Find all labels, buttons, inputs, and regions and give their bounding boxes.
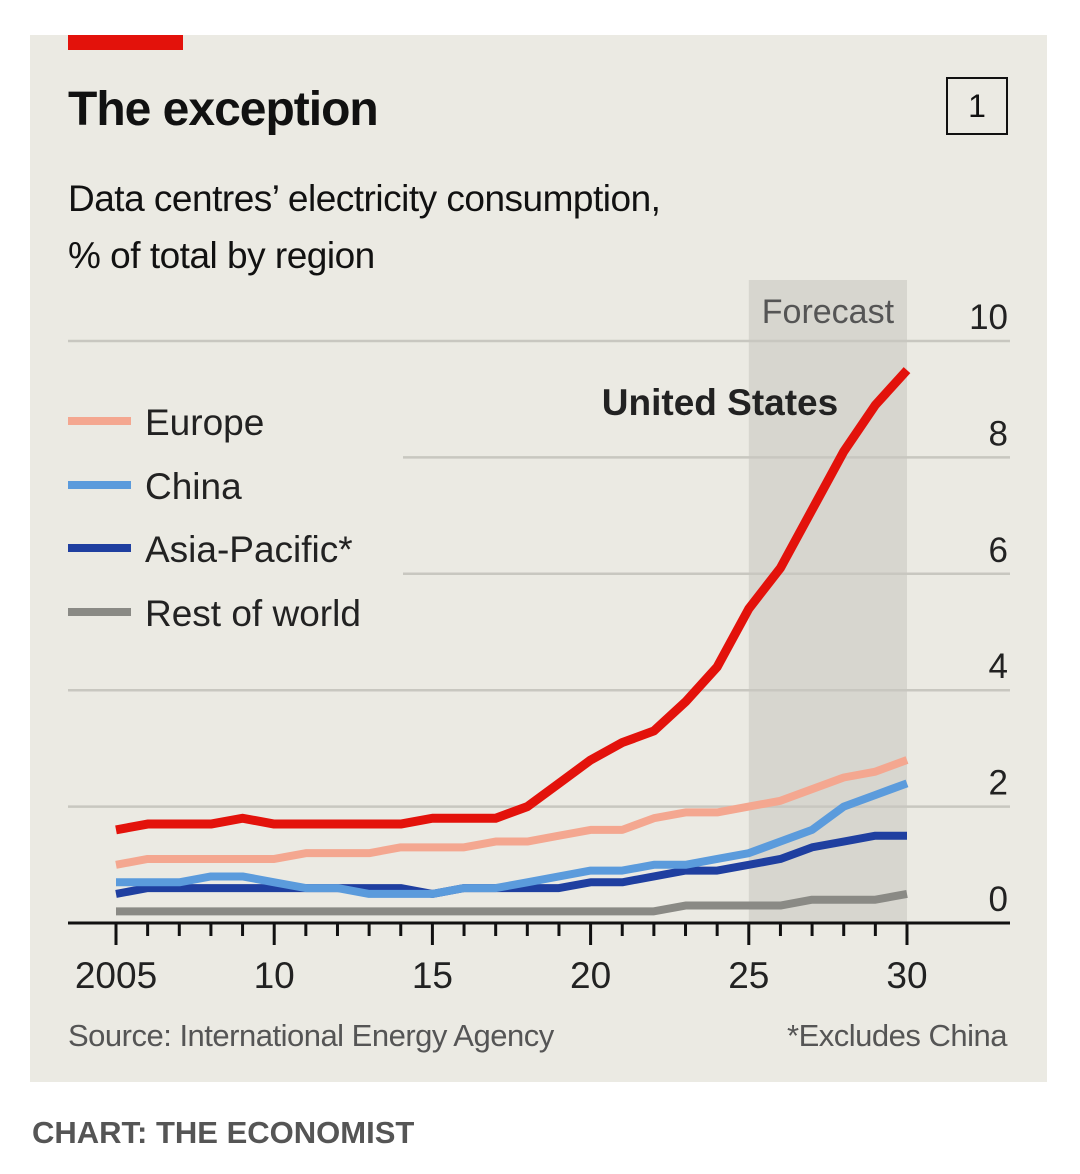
y-tick-label: 6 xyxy=(989,531,1008,570)
chart-title: The exception xyxy=(68,83,379,136)
y-tick-label: 10 xyxy=(969,298,1008,337)
y-tick-label: 8 xyxy=(989,414,1008,453)
source-note: Source: International Energy Agency xyxy=(68,1018,554,1053)
subtitle-line-1: Data centres’ electricity consumption, xyxy=(68,178,661,219)
footnote: *Excludes China xyxy=(787,1018,1007,1053)
series-line-rest-of-world xyxy=(116,889,908,916)
y-tick-label: 0 xyxy=(989,880,1008,919)
x-tick-label: 30 xyxy=(886,955,927,996)
x-tick-label: 25 xyxy=(728,955,769,996)
y-tick-label: 2 xyxy=(989,764,1008,803)
series-label-united-states: United States xyxy=(602,382,838,423)
x-tick-label: 10 xyxy=(254,955,295,996)
legend-label: Asia-Pacific* xyxy=(145,529,353,570)
series-line-united-states xyxy=(115,367,911,835)
x-tick-label: 15 xyxy=(412,955,453,996)
legend-label: China xyxy=(145,466,242,507)
forecast-label: Forecast xyxy=(762,293,895,331)
x-tick-label: 2005 xyxy=(75,955,157,996)
series-line-china xyxy=(116,779,909,898)
chart-credit: CHART: THE ECONOMIST xyxy=(32,1115,415,1150)
y-tick-label: 4 xyxy=(989,647,1008,686)
subtitle-line-2: % of total by region xyxy=(68,235,375,276)
chart-number-badge: 1 xyxy=(946,77,1008,135)
legend-label: Europe xyxy=(145,402,264,443)
chart-subtitle: Data centres’ electricity consumption, %… xyxy=(68,170,661,284)
brand-red-bar xyxy=(68,35,183,50)
legend-label: Rest of world xyxy=(145,593,361,634)
x-tick-label: 20 xyxy=(570,955,611,996)
series-line-europe xyxy=(115,756,909,869)
forecast-band xyxy=(748,280,907,923)
